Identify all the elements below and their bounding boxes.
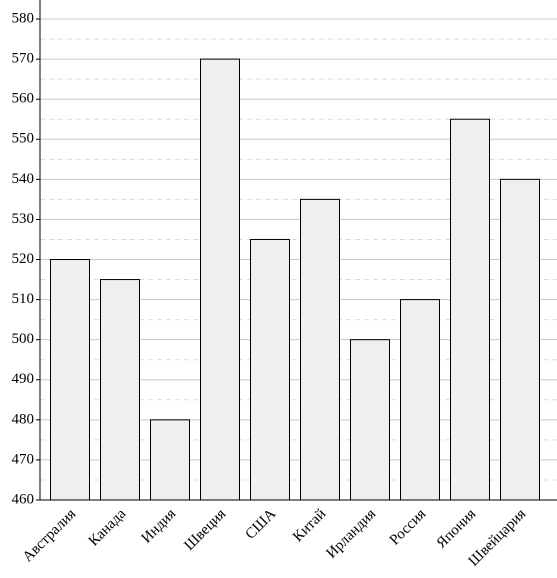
bar	[200, 58, 240, 501]
bar	[100, 279, 140, 501]
x-tick-label: Канада	[86, 506, 130, 550]
y-tick-label: 580	[12, 10, 35, 26]
x-tick-label: Индия	[139, 506, 180, 547]
y-tick-label: 550	[12, 131, 35, 147]
x-tick-label: Япония	[434, 506, 480, 552]
bar	[250, 238, 290, 501]
bar	[350, 339, 390, 501]
bar	[450, 118, 490, 501]
y-tick-label: 510	[12, 291, 35, 307]
x-tick-label: США	[243, 506, 280, 543]
x-tick-label: Швеция	[181, 506, 229, 554]
bar	[300, 198, 340, 501]
bar	[500, 178, 540, 501]
bar	[400, 299, 440, 501]
y-tick-label: 530	[12, 211, 35, 227]
y-tick-label: 560	[12, 91, 35, 107]
y-tick-label: 570	[12, 51, 35, 67]
y-tick-label: 460	[12, 491, 35, 507]
x-tick-label: Ирландия	[323, 506, 379, 562]
y-tick-label: 520	[12, 251, 35, 267]
x-tick-label: Австралия	[20, 506, 79, 565]
x-tick-label: Россия	[387, 506, 430, 549]
y-tick-label: 480	[12, 411, 35, 427]
bar	[150, 419, 190, 501]
y-tick-label: 540	[12, 171, 35, 187]
x-tick-label: Китай	[290, 506, 329, 545]
y-tick-label: 490	[12, 371, 35, 387]
y-tick-label: 500	[12, 331, 35, 347]
y-tick-label: 470	[12, 451, 35, 467]
bar	[50, 259, 90, 501]
